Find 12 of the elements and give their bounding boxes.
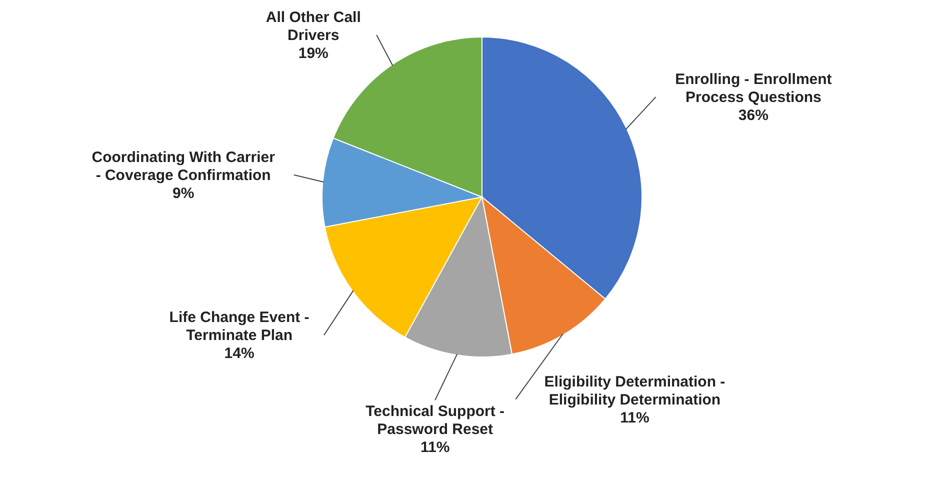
- slice-label: Technical Support - Password Reset: [366, 403, 505, 438]
- slice-label: Enrolling - Enrollment Process Questions: [675, 70, 832, 106]
- slice-label: Life Change Event - Terminate Plan: [169, 309, 310, 344]
- slice-label: All Other Call Drivers: [266, 9, 361, 44]
- slice-label: Eligibility Determination - Eligibility Determination: [544, 373, 726, 408]
- data-label: 9%: [172, 184, 194, 202]
- data-label: 19%: [298, 45, 328, 62]
- slice-label: Coordinating With Carrier - Coverage Confirmation: [92, 148, 276, 184]
- data-label: 14%: [224, 345, 254, 362]
- data-label: 11%: [620, 409, 650, 426]
- data-label: 36%: [738, 106, 768, 124]
- data-label: 11%: [420, 439, 450, 456]
